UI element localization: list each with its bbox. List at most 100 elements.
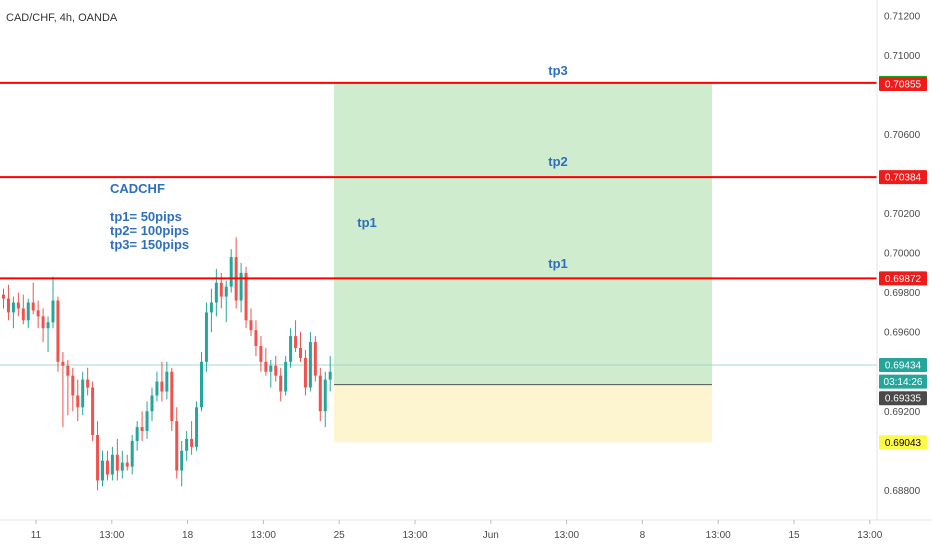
price-tag-label: 03:14:26 bbox=[884, 377, 923, 388]
candle-body bbox=[31, 302, 35, 311]
candle-body bbox=[115, 454, 119, 471]
candle bbox=[150, 387, 154, 422]
note-line-2: tp2= 100pips bbox=[110, 223, 189, 238]
candle-body bbox=[185, 438, 189, 451]
candle bbox=[214, 268, 218, 317]
price-tag-box bbox=[879, 170, 927, 185]
candle-body bbox=[81, 379, 85, 408]
candle-body bbox=[140, 427, 144, 432]
price-tag-label: 0.69043 bbox=[885, 438, 922, 449]
candle-body bbox=[2, 294, 5, 299]
loss-zone[interactable] bbox=[334, 384, 712, 443]
time-axis[interactable]: 11 13:00 18 13:00 25 13:00 Jun 13:00 8 13:00 15 13:… bbox=[31, 520, 883, 541]
candle bbox=[229, 249, 233, 293]
zone-label-tp1: tp1 bbox=[548, 256, 568, 271]
candle-body bbox=[328, 371, 332, 380]
candle bbox=[145, 401, 149, 439]
candle-body bbox=[130, 440, 134, 467]
candle bbox=[6, 284, 10, 321]
price-tag-box bbox=[879, 271, 927, 286]
price-axis[interactable]: 0.71200 0.71000 0.70600 0.70200 0.70000 0.698… bbox=[884, 11, 921, 497]
candle-body bbox=[195, 407, 199, 447]
candle-body bbox=[180, 450, 184, 471]
price-tag: 0.69335 bbox=[879, 391, 927, 406]
price-tag-box bbox=[879, 77, 927, 92]
candles bbox=[2, 237, 332, 491]
candle-body bbox=[160, 381, 164, 392]
time-tick-label: 13:00 bbox=[554, 530, 579, 541]
symbol-title[interactable]: CAD/CHF, 4h, OANDA bbox=[6, 12, 118, 24]
candle-body bbox=[145, 411, 149, 432]
candle bbox=[318, 367, 322, 422]
candle bbox=[264, 347, 268, 376]
time-tick-label: 8 bbox=[640, 530, 646, 541]
price-tag-box bbox=[879, 391, 927, 406]
zone-label-tp2: tp2 bbox=[548, 154, 568, 169]
candle bbox=[155, 371, 159, 402]
horizontal-lines[interactable] bbox=[0, 81, 877, 280]
candle-body bbox=[294, 336, 298, 348]
candle bbox=[294, 320, 298, 352]
candle bbox=[204, 302, 208, 372]
time-tick-label: 25 bbox=[334, 530, 346, 541]
price-tag-box bbox=[879, 435, 927, 450]
candle-body bbox=[279, 375, 283, 392]
candle-body bbox=[289, 336, 293, 362]
price-tick-label: 0.68800 bbox=[884, 486, 921, 497]
candle bbox=[328, 355, 332, 392]
candle bbox=[195, 401, 199, 451]
candle bbox=[26, 298, 30, 329]
candle-body bbox=[11, 302, 15, 313]
text-note[interactable]: CADCHF tp1= 50pips tp2= 100pips tp3= 150… bbox=[110, 181, 189, 252]
candle bbox=[31, 282, 35, 315]
candle bbox=[289, 328, 293, 368]
candle-body bbox=[56, 300, 60, 362]
price-tag-box bbox=[879, 374, 927, 389]
candle bbox=[190, 421, 194, 455]
candle-body bbox=[269, 365, 273, 372]
candle-body bbox=[46, 322, 50, 329]
candle-body bbox=[101, 460, 104, 481]
time-tick-label: 13:00 bbox=[99, 530, 124, 541]
candle-body bbox=[259, 346, 263, 362]
candle-body bbox=[254, 330, 258, 347]
candle bbox=[185, 431, 189, 461]
candle-body bbox=[26, 302, 30, 321]
candle-body bbox=[135, 427, 139, 441]
price-tick-label: 0.71200 bbox=[884, 11, 921, 22]
candle-body bbox=[229, 257, 233, 287]
price-tag-label: 0.69335 bbox=[885, 394, 922, 405]
price-tag-label: 0.70384 bbox=[885, 173, 922, 184]
candle-body bbox=[299, 347, 302, 358]
candle bbox=[36, 300, 40, 329]
candle-body bbox=[110, 454, 114, 475]
price-tag: 0.69043 bbox=[879, 435, 927, 450]
price-tag: 03:14:26 bbox=[879, 374, 927, 389]
price-tick-label: 0.69600 bbox=[884, 328, 921, 339]
candle-body bbox=[105, 460, 109, 475]
candle-body bbox=[175, 421, 179, 471]
candle-body bbox=[214, 282, 218, 303]
candle bbox=[105, 450, 109, 481]
candle-body bbox=[190, 438, 194, 447]
candle bbox=[66, 359, 70, 416]
candle bbox=[91, 381, 95, 441]
candle-body bbox=[284, 361, 288, 392]
candle-body bbox=[224, 286, 228, 297]
candle bbox=[254, 320, 258, 356]
profit-zone[interactable] bbox=[334, 82, 712, 385]
price-tag-label: 0.70855 bbox=[885, 80, 922, 91]
candle-body bbox=[76, 395, 80, 408]
time-tick-label: 13:00 bbox=[402, 530, 427, 541]
candle bbox=[259, 336, 263, 372]
candle-body bbox=[86, 379, 90, 388]
candle-body bbox=[66, 365, 70, 376]
note-line-3: tp3= 150pips bbox=[110, 237, 189, 252]
candle bbox=[308, 332, 312, 392]
candle-body bbox=[150, 395, 154, 412]
candle-body bbox=[165, 371, 169, 392]
time-tick-label: 13:00 bbox=[251, 530, 276, 541]
candle bbox=[21, 294, 25, 325]
